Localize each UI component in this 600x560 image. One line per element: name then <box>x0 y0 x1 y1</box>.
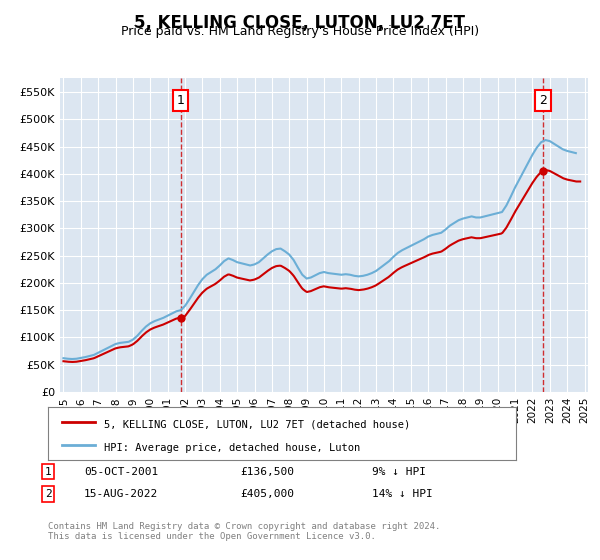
Text: Contains HM Land Registry data © Crown copyright and database right 2024.
This d: Contains HM Land Registry data © Crown c… <box>48 522 440 542</box>
Text: Price paid vs. HM Land Registry's House Price Index (HPI): Price paid vs. HM Land Registry's House … <box>121 25 479 38</box>
Text: 5, KELLING CLOSE, LUTON, LU2 7ET (detached house): 5, KELLING CLOSE, LUTON, LU2 7ET (detach… <box>104 419 410 429</box>
Text: 15-AUG-2022: 15-AUG-2022 <box>84 489 158 499</box>
Text: 5, KELLING CLOSE, LUTON, LU2 7ET: 5, KELLING CLOSE, LUTON, LU2 7ET <box>134 14 466 32</box>
Text: £136,500: £136,500 <box>240 466 294 477</box>
Text: 1: 1 <box>44 466 52 477</box>
Text: HPI: Average price, detached house, Luton: HPI: Average price, detached house, Luto… <box>104 442 361 452</box>
Text: 1: 1 <box>177 94 185 107</box>
Text: 14% ↓ HPI: 14% ↓ HPI <box>372 489 433 499</box>
Text: 05-OCT-2001: 05-OCT-2001 <box>84 466 158 477</box>
Text: 2: 2 <box>539 94 547 107</box>
Text: £405,000: £405,000 <box>240 489 294 499</box>
Text: 2: 2 <box>44 489 52 499</box>
Text: 9% ↓ HPI: 9% ↓ HPI <box>372 466 426 477</box>
